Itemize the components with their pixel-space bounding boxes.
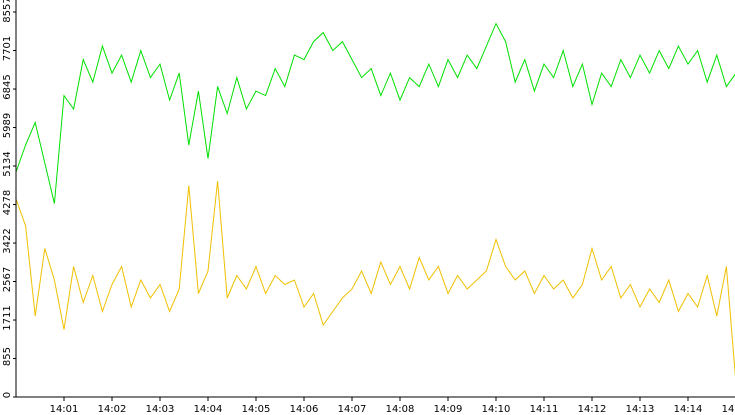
x-tick-label: 14:05	[242, 404, 271, 415]
y-tick-label: 6845	[2, 74, 13, 99]
x-tick-label: 14:12	[578, 404, 607, 415]
x-tick-label: 14:10	[482, 404, 511, 415]
data-line	[15, 180, 735, 378]
x-tick-label: 14:04	[194, 404, 223, 415]
x-tick-label: 14:06	[290, 404, 319, 415]
x-tick-label: 14:08	[386, 404, 415, 415]
x-tick-label: 14:03	[146, 404, 175, 415]
y-tick-label: 1711	[2, 305, 13, 330]
y-tick-label: 0	[2, 392, 13, 398]
x-tick-label: 14:15	[722, 404, 735, 415]
y-tick-label: 8557	[2, 0, 13, 23]
x-tick-label: 14:01	[50, 404, 79, 415]
data-line	[15, 22, 735, 204]
x-tick-label: 14:11	[530, 404, 559, 415]
y-tick-label: 5989	[2, 113, 13, 138]
x-tick-label: 14:02	[98, 404, 127, 415]
y-tick-label: 5134	[2, 151, 13, 176]
x-tick-label: 14:07	[338, 404, 367, 415]
y-tick-label: 3422	[2, 228, 13, 253]
x-tick-label: 14:14	[674, 404, 703, 415]
y-tick-label: 7701	[2, 36, 13, 61]
y-tick-label: 4278	[2, 190, 13, 215]
y-tick-label: 2567	[2, 267, 13, 292]
x-tick-label: 14:09	[434, 404, 463, 415]
y-tick-label: 855	[2, 347, 13, 366]
x-tick-label: 14:13	[626, 404, 655, 415]
